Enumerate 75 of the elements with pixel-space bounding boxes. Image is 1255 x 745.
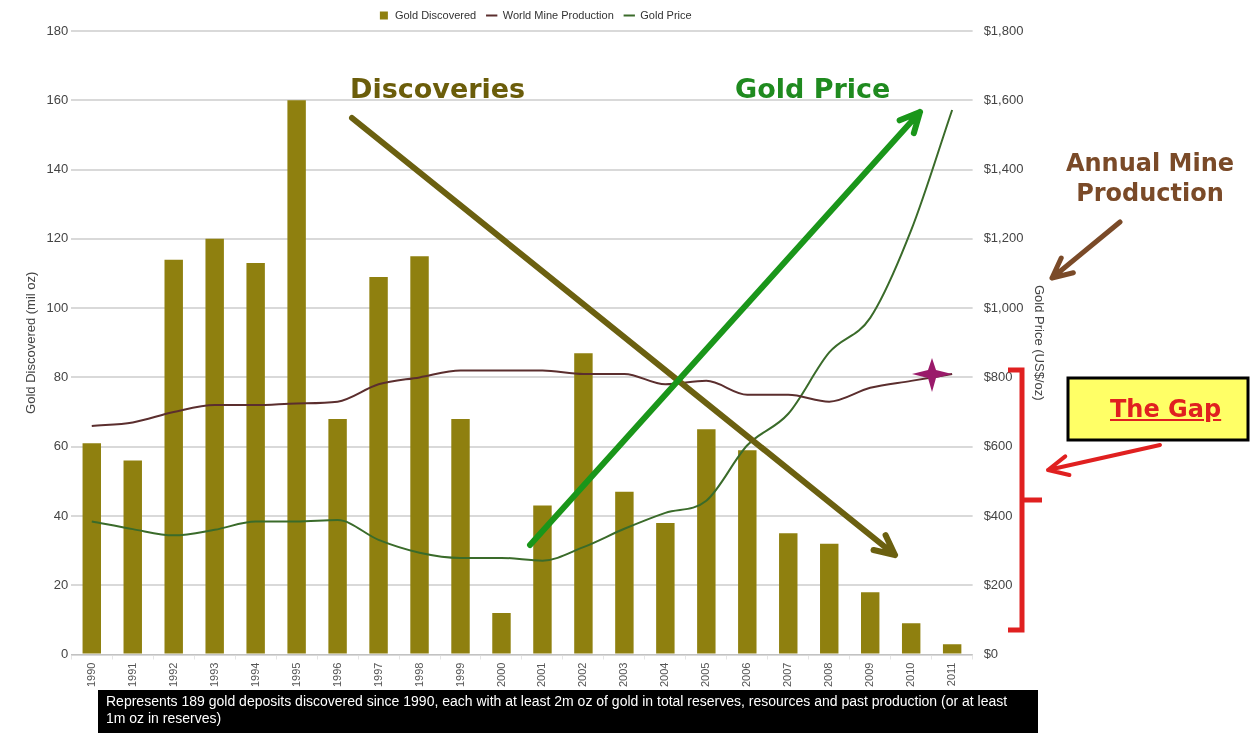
text: Represents 189 gold deposits discovered since 1990, each with at least 2m oz of gold in total reserves, resources and past production (or at least 1m oz in reserves) [98, 690, 1038, 733]
legend-label: World Mine Production [502, 8, 614, 21]
y2-axis-title: Gold Price (US$/oz) [1031, 284, 1047, 401]
y-tick-label: 120 [46, 230, 69, 246]
text: Annual Mine Production [1064, 148, 1236, 208]
y-tick-label: 160 [46, 91, 69, 107]
x-tick-label: 1993 [207, 662, 220, 688]
bar [779, 533, 798, 654]
y2-tick-label: $1,200 [983, 230, 1024, 246]
y-axis-title: Gold Discovered (mil oz) [23, 271, 39, 414]
y2-tick-label: $0 [983, 646, 999, 662]
x-tick-label: 2007 [781, 662, 794, 688]
bar [164, 259, 183, 654]
x-tick-label: 2011 [945, 662, 958, 687]
bar [287, 100, 306, 654]
x-tick-label: 1990 [84, 662, 97, 688]
x-tick-label: 2005 [699, 662, 712, 688]
x-tick-label: 2001 [535, 662, 548, 688]
bar [492, 612, 511, 654]
x-tick-label: 2006 [740, 662, 753, 688]
x-tick-label: 1995 [289, 662, 302, 688]
x-tick-label: 2008 [822, 662, 835, 688]
bar [205, 238, 224, 654]
x-tick-label: 2000 [494, 662, 507, 688]
annotation: Discoveries [350, 72, 526, 106]
y2-tick-label: $400 [983, 507, 1013, 523]
y2-tick-label: $1,800 [983, 22, 1024, 38]
x-tick-label: 2009 [863, 662, 876, 688]
x-tick-label: 2002 [576, 662, 589, 688]
y2-tick-label: $600 [983, 438, 1013, 454]
x-tick-label: 2010 [904, 662, 917, 688]
y-tick-label: 0 [61, 646, 69, 662]
y2-tick-label: $1,000 [983, 299, 1024, 315]
bar [615, 491, 634, 654]
x-tick-label: 1992 [166, 662, 179, 688]
bar [738, 450, 757, 654]
bar [451, 418, 470, 654]
bar [574, 353, 593, 654]
x-tick-label: 1999 [453, 662, 466, 688]
bar [860, 592, 880, 654]
text: The Gap [1110, 394, 1222, 424]
y2-tick-label: $1,600 [983, 91, 1024, 107]
bar [901, 623, 921, 654]
bar [942, 644, 962, 654]
bar [123, 460, 142, 654]
annotation: Gold Price [735, 72, 891, 106]
legend-label: Gold Discovered [394, 8, 477, 21]
bar [246, 263, 265, 654]
x-tick-label: 1994 [248, 662, 261, 688]
y-tick-label: 140 [46, 161, 69, 177]
bar [533, 505, 552, 654]
bar [820, 543, 839, 654]
x-tick-label: 2003 [617, 662, 630, 688]
x-tick-label: 1997 [371, 662, 384, 688]
y-tick-label: 80 [53, 368, 69, 384]
bar [656, 522, 675, 654]
y-tick-label: 40 [53, 507, 69, 523]
bar [697, 429, 716, 654]
bar [82, 443, 101, 654]
y-tick-label: 100 [46, 299, 69, 315]
bar [369, 276, 388, 654]
y2-tick-label: $800 [983, 368, 1013, 384]
y-tick-label: 60 [53, 438, 69, 454]
line-series [90, 108, 954, 562]
x-tick-label: 1991 [125, 662, 138, 688]
y2-tick-label: $200 [983, 576, 1013, 592]
legend-label: Gold Price [640, 8, 692, 21]
y2-tick-label: $1,400 [983, 161, 1024, 177]
x-tick-label: 1998 [412, 662, 425, 688]
y-tick-label: 20 [53, 576, 69, 592]
y-tick-label: 180 [46, 22, 69, 38]
bar [410, 256, 429, 654]
bar [328, 418, 347, 654]
x-tick-label: 2004 [658, 662, 671, 688]
x-tick-label: 1996 [330, 662, 343, 688]
